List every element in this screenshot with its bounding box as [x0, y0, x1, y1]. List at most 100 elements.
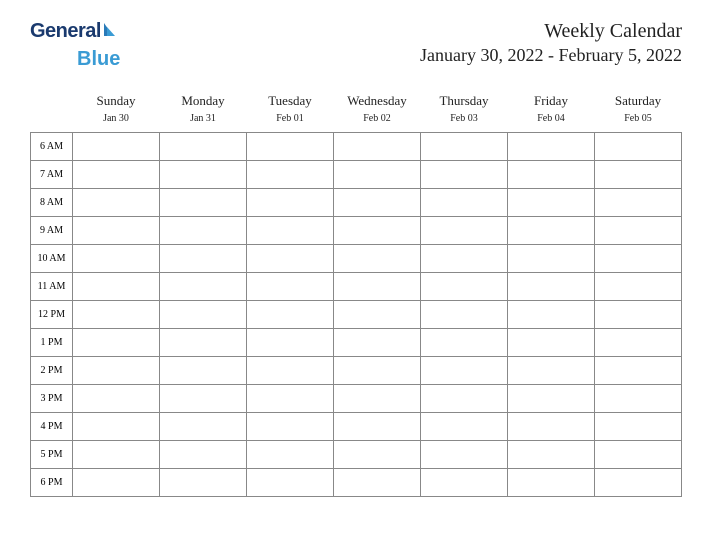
calendar-cell[interactable] [73, 329, 160, 357]
calendar-cell[interactable] [595, 385, 682, 413]
calendar-cell[interactable] [160, 469, 247, 497]
calendar-cell[interactable] [595, 273, 682, 301]
calendar-cell[interactable] [160, 385, 247, 413]
calendar-cell[interactable] [421, 329, 508, 357]
calendar-cell[interactable] [421, 357, 508, 385]
calendar-cell[interactable] [247, 301, 334, 329]
calendar-cell[interactable] [73, 273, 160, 301]
calendar-cell[interactable] [73, 441, 160, 469]
calendar-cell[interactable] [73, 217, 160, 245]
calendar-cell[interactable] [247, 273, 334, 301]
time-label: 6 AM [31, 133, 73, 161]
calendar-cell[interactable] [508, 357, 595, 385]
calendar-cell[interactable] [247, 217, 334, 245]
calendar-cell[interactable] [73, 301, 160, 329]
day-header: MondayJan 31 [160, 89, 247, 133]
calendar-cell[interactable] [421, 301, 508, 329]
calendar-cell[interactable] [508, 413, 595, 441]
calendar-cell[interactable] [160, 329, 247, 357]
calendar-cell[interactable] [508, 133, 595, 161]
calendar-cell[interactable] [421, 133, 508, 161]
calendar-cell[interactable] [508, 161, 595, 189]
time-label: 12 PM [31, 301, 73, 329]
calendar-cell[interactable] [595, 189, 682, 217]
calendar-cell[interactable] [508, 441, 595, 469]
calendar-cell[interactable] [73, 161, 160, 189]
calendar-cell[interactable] [421, 189, 508, 217]
calendar-cell[interactable] [334, 273, 421, 301]
calendar-cell[interactable] [73, 189, 160, 217]
calendar-cell[interactable] [421, 245, 508, 273]
calendar-cell[interactable] [334, 329, 421, 357]
calendar-cell[interactable] [508, 245, 595, 273]
calendar-cell[interactable] [73, 469, 160, 497]
calendar-cell[interactable] [73, 385, 160, 413]
calendar-cell[interactable] [334, 161, 421, 189]
calendar-cell[interactable] [595, 441, 682, 469]
calendar-cell[interactable] [73, 357, 160, 385]
time-label: 11 AM [31, 273, 73, 301]
calendar-cell[interactable] [247, 245, 334, 273]
calendar-cell[interactable] [595, 133, 682, 161]
calendar-cell[interactable] [160, 161, 247, 189]
calendar-cell[interactable] [508, 385, 595, 413]
calendar-cell[interactable] [247, 357, 334, 385]
calendar-cell[interactable] [595, 329, 682, 357]
calendar-cell[interactable] [160, 133, 247, 161]
calendar-cell[interactable] [334, 217, 421, 245]
calendar-cell[interactable] [595, 357, 682, 385]
calendar-cell[interactable] [334, 385, 421, 413]
day-date: Feb 04 [508, 113, 595, 124]
calendar-cell[interactable] [334, 245, 421, 273]
calendar-cell[interactable] [334, 413, 421, 441]
calendar-cell[interactable] [247, 441, 334, 469]
calendar-cell[interactable] [508, 217, 595, 245]
day-header: SundayJan 30 [73, 89, 160, 133]
calendar-cell[interactable] [160, 413, 247, 441]
calendar-cell[interactable] [160, 217, 247, 245]
calendar-cell[interactable] [421, 441, 508, 469]
calendar-cell[interactable] [334, 301, 421, 329]
calendar-cell[interactable] [508, 189, 595, 217]
calendar-cell[interactable] [73, 413, 160, 441]
calendar-cell[interactable] [247, 385, 334, 413]
calendar-cell[interactable] [508, 273, 595, 301]
calendar-cell[interactable] [334, 357, 421, 385]
calendar-cell[interactable] [247, 413, 334, 441]
calendar-cell[interactable] [160, 245, 247, 273]
calendar-cell[interactable] [595, 301, 682, 329]
calendar-cell[interactable] [595, 469, 682, 497]
calendar-cell[interactable] [421, 161, 508, 189]
calendar-cell[interactable] [421, 273, 508, 301]
calendar-cell[interactable] [160, 189, 247, 217]
calendar-cell[interactable] [421, 413, 508, 441]
calendar-cell[interactable] [421, 385, 508, 413]
calendar-cell[interactable] [508, 329, 595, 357]
calendar-cell[interactable] [508, 301, 595, 329]
calendar-cell[interactable] [247, 469, 334, 497]
calendar-cell[interactable] [334, 189, 421, 217]
calendar-cell[interactable] [508, 469, 595, 497]
calendar-cell[interactable] [160, 273, 247, 301]
calendar-cell[interactable] [595, 161, 682, 189]
calendar-cell[interactable] [160, 441, 247, 469]
calendar-cell[interactable] [595, 217, 682, 245]
calendar-table: SundayJan 30 MondayJan 31 TuesdayFeb 01 … [30, 89, 682, 497]
calendar-cell[interactable] [73, 133, 160, 161]
calendar-cell[interactable] [334, 469, 421, 497]
calendar-cell[interactable] [247, 329, 334, 357]
calendar-cell[interactable] [160, 301, 247, 329]
calendar-cell[interactable] [334, 441, 421, 469]
time-row: 3 PM [31, 385, 682, 413]
calendar-cell[interactable] [421, 469, 508, 497]
calendar-cell[interactable] [595, 413, 682, 441]
calendar-cell[interactable] [247, 161, 334, 189]
calendar-cell[interactable] [595, 245, 682, 273]
calendar-cell[interactable] [73, 245, 160, 273]
calendar-cell[interactable] [160, 357, 247, 385]
calendar-cell[interactable] [334, 133, 421, 161]
calendar-cell[interactable] [247, 189, 334, 217]
calendar-cell[interactable] [247, 133, 334, 161]
logo: General [30, 20, 119, 43]
calendar-cell[interactable] [421, 217, 508, 245]
